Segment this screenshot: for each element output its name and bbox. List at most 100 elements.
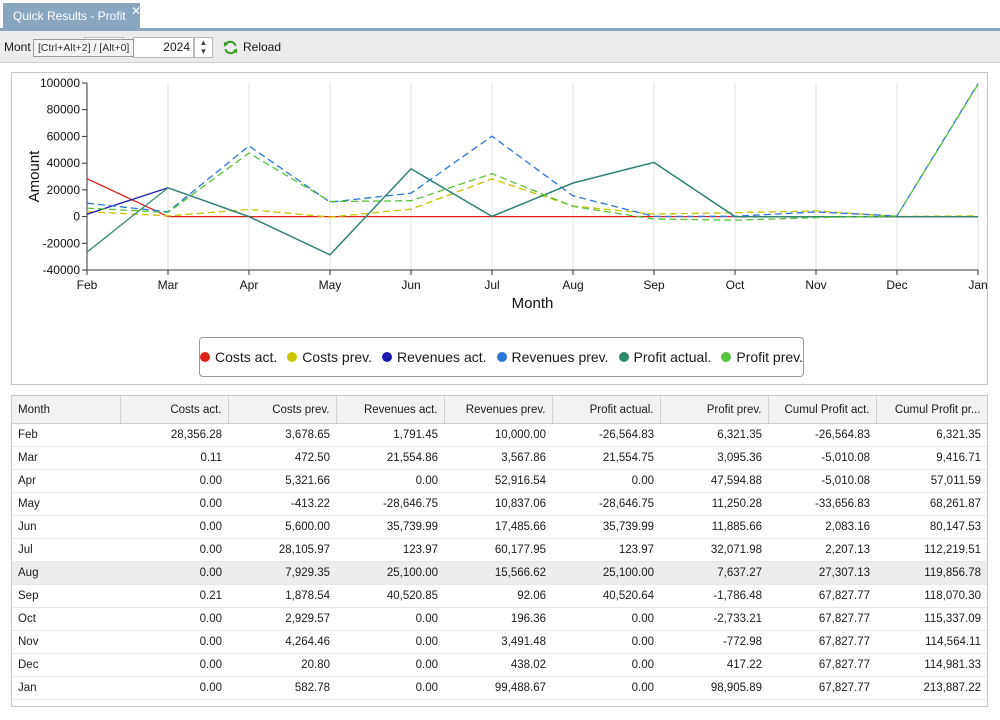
column-header[interactable]: Costs prev. [228,396,337,424]
table-row[interactable]: Oct 0.00 2,929.57 0.00 196.36 0.00 -2,733.21 67… [12,607,987,631]
table-cell: 57,011.59 [876,469,987,493]
table-cell: 3,491.48 [444,630,552,654]
x-tick-label: Apr [240,278,259,292]
x-tick-label: Feb [77,278,98,292]
chevron-down-icon[interactable]: ▼ [199,47,208,56]
table-cell: 2,207.13 [768,538,876,562]
table-cell: -772.98 [660,630,768,654]
table-row[interactable]: Aug 0.00 7,929.35 25,100.00 15,566.62 25,100.… [12,561,987,585]
table-cell: 0.00 [120,469,228,493]
table-cell: 47,594.88 [660,469,768,493]
table-row[interactable]: Jun 0.00 5,600.00 35,739.99 17,485.66 35,739.… [12,515,987,539]
table-row[interactable]: May 0.00 -413.22 -28,646.75 10,837.06 -28,646… [12,492,987,516]
close-icon[interactable]: ✕ [131,4,142,18]
table-row[interactable]: Mar 0.11 472.50 21,554.86 3,567.86 21,554.75 3… [12,446,987,470]
tab-quick-results-profit[interactable]: Quick Results - Profit ✕ [3,3,142,29]
series-line-4 [86,83,979,218]
table-cell: 52,916.54 [444,469,552,493]
column-header[interactable]: Revenues act. [336,396,445,424]
column-header[interactable]: Revenues prev. [444,396,553,424]
table-row[interactable]: Apr 0.00 5,321.66 0.00 52,916.54 0.00 47,594.8… [12,469,987,493]
table-cell: 196.36 [444,607,552,631]
column-header[interactable]: Cumul Profit pr... [876,396,987,424]
table-cell: 5,600.00 [228,515,336,539]
table-cell: 28,105.97 [228,538,336,562]
profit-line-chart: -40000 -20000 0 20000 40000 60000 80000 100000 F… [26,76,987,312]
table-cell: 0.11 [120,446,228,470]
table-cell: 112,219.51 [876,538,987,562]
table-cell: 60,177.95 [444,538,552,562]
table-cell: Nov [12,630,120,654]
column-header[interactable]: Month [12,396,121,424]
table-cell: Jul [12,538,120,562]
table-cell: 25,100.00 [552,561,660,585]
year-spinner: ▲ ▼ [194,37,213,58]
column-header[interactable]: Profit prev. [660,396,769,424]
table-row[interactable]: Jan 0.00 582.78 0.00 99,488.67 0.00 98,905.89 6… [12,676,987,700]
x-tick-label: Dec [886,278,907,292]
table-cell: 4,264.46 [228,630,336,654]
reload-button[interactable]: Reload [222,37,281,57]
table-cell: 3,095.36 [660,446,768,470]
table-cell: 0.00 [336,469,444,493]
table-cell: 67,827.77 [768,607,876,631]
y-tick-label: -40000 [43,263,81,277]
shortcut-tooltip: [Ctrl+Alt+2] / [Alt+0] [33,39,135,57]
table-cell: 0.00 [120,538,228,562]
table-cell: 472.50 [228,446,336,470]
results-grid: Month Costs act. Costs prev. Revenues act. R… [11,395,988,707]
legend-dot-icon [618,352,629,362]
legend-dot-icon [721,352,732,362]
table-cell: 0.00 [120,607,228,631]
series-line-5 [86,161,978,256]
table-cell: 15,566.62 [444,561,552,585]
table-cell: 114,564.11 [876,630,987,654]
x-tick-label: Jun [401,278,420,292]
table-row[interactable]: Feb 28,356.28 3,678.65 1,791.45 10,000.00 -26… [12,423,987,447]
table-cell: 25,100.00 [336,561,444,585]
table-cell: 40,520.85 [336,584,444,608]
table-cell: 417.22 [660,653,768,677]
table-cell: -33,656.83 [768,492,876,516]
table-cell: 10,000.00 [444,423,552,447]
table-cell: Jan [12,676,120,700]
table-row[interactable]: Nov 0.00 4,264.46 0.00 3,491.48 0.00 -772.98 67… [12,630,987,654]
tab-bar: Quick Results - Profit ✕ [0,0,1000,31]
table-cell: 1,791.45 [336,423,444,447]
table-cell: -413.22 [228,492,336,516]
table-cell: -5,010.08 [768,469,876,493]
column-header[interactable]: Costs act. [120,396,229,424]
table-cell: 40,520.64 [552,584,660,608]
year-input[interactable]: 2024 [133,37,194,58]
legend-item: Costs act. [200,349,277,365]
chart-legend: Costs act. Costs prev. Revenues act. Revenu… [199,337,804,377]
table-cell: Feb [12,423,120,447]
chevron-up-icon[interactable]: ▲ [199,38,208,47]
table-row[interactable]: Jul 0.00 28,105.97 123.97 60,177.95 123.97 32,… [12,538,987,562]
table-cell: 99,488.67 [444,676,552,700]
column-header[interactable]: Profit actual. [552,396,661,424]
x-tick-label: Aug [562,278,583,292]
table-cell: 0.00 [336,607,444,631]
table-row[interactable]: Sep 0.21 1,878.54 40,520.85 92.06 40,520.64 -1… [12,584,987,608]
table-cell: 123.97 [552,538,660,562]
table-cell: 6,321.35 [876,423,987,447]
column-header[interactable]: Cumul Profit act. [768,396,877,424]
table-cell: -28,646.75 [552,492,660,516]
x-tick-label: Jul [484,278,499,292]
legend-item: Revenues act. [382,349,487,365]
table-cell: 32,071.98 [660,538,768,562]
table-cell: 5,321.66 [228,469,336,493]
table-cell: 27,307.13 [768,561,876,585]
table-cell: 20.80 [228,653,336,677]
table-header-row: Month Costs act. Costs prev. Revenues act. R… [12,396,987,424]
table-cell: 0.00 [552,607,660,631]
table-cell: 0.00 [120,515,228,539]
table-cell: 17,485.66 [444,515,552,539]
table-row[interactable]: Dec 0.00 20.80 0.00 438.02 0.00 417.22 67,827.7… [12,653,987,677]
table-cell: Dec [12,653,120,677]
legend-item: Profit prev. [721,349,803,365]
table-cell: Apr [12,469,120,493]
table-cell: 0.00 [120,492,228,516]
table-cell: 11,885.66 [660,515,768,539]
